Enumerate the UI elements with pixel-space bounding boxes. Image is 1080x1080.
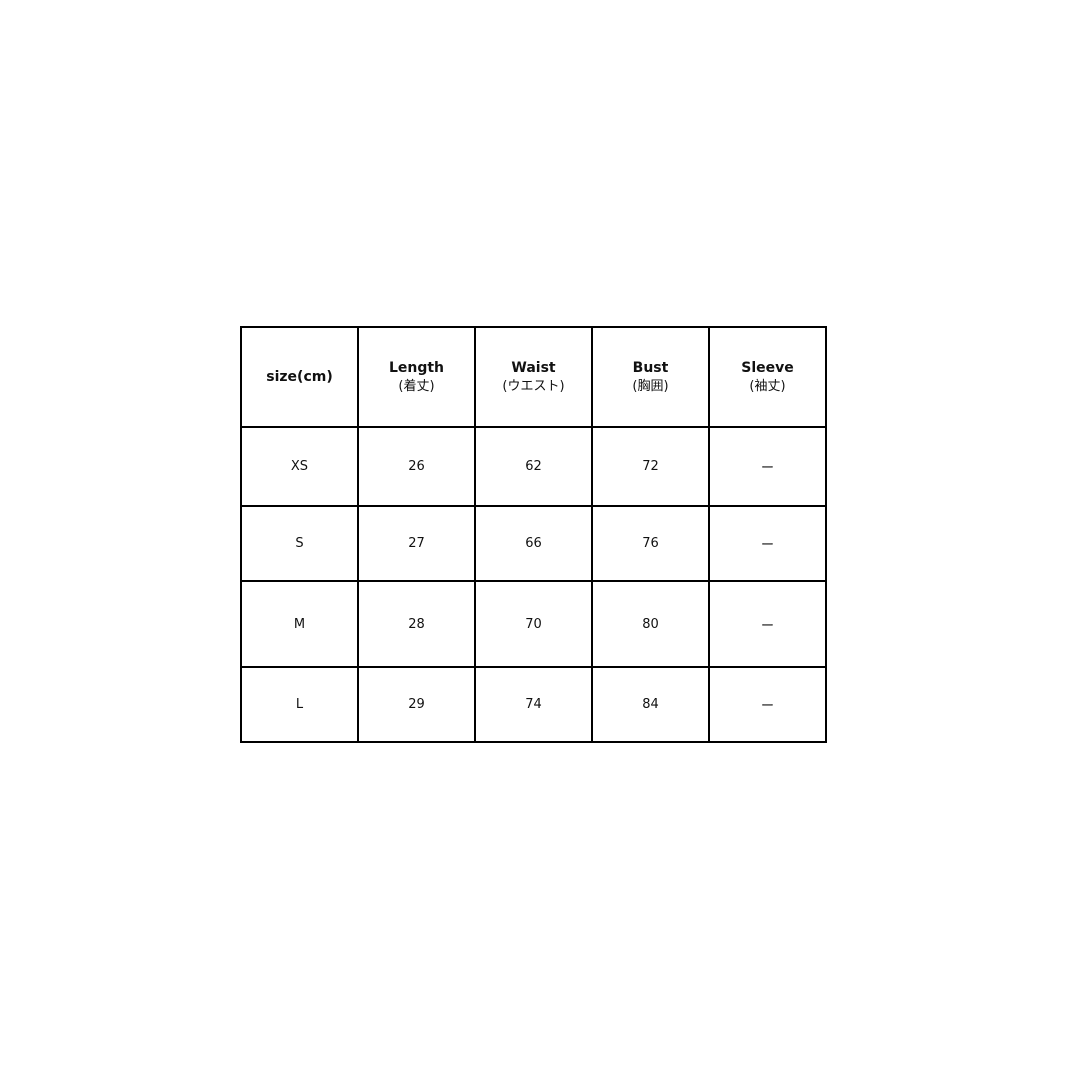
sleeve-cell: ー — [708, 666, 827, 743]
size-cell: XS — [240, 426, 359, 507]
header-sublabel: (袖丈) — [749, 379, 786, 394]
length-cell: 26 — [357, 426, 476, 507]
header-sublabel: (ウエスト) — [502, 379, 565, 394]
header-sublabel: (胸囲) — [632, 379, 669, 394]
header-sublabel: (着丈) — [398, 379, 435, 394]
length-cell: 29 — [357, 666, 476, 743]
sleeve-cell: ー — [708, 426, 827, 507]
header-label: Sleeve — [741, 360, 794, 376]
table-row: XS 26 62 72 ー — [240, 426, 827, 507]
table-row: M 28 70 80 ー — [240, 580, 827, 668]
sleeve-cell: ー — [708, 505, 827, 582]
header-cell-size: size(cm) — [240, 326, 359, 428]
size-cell: M — [240, 580, 359, 668]
bust-cell: 76 — [591, 505, 710, 582]
header-cell-length: Length (着丈) — [357, 326, 476, 428]
bust-cell: 72 — [591, 426, 710, 507]
size-chart-table: size(cm) Length (着丈) Waist (ウエスト) Bust (胸囲)… — [240, 326, 827, 743]
header-cell-bust: Bust (胸囲) — [591, 326, 710, 428]
length-cell: 27 — [357, 505, 476, 582]
header-label: size(cm) — [266, 369, 333, 385]
header-cell-waist: Waist (ウエスト) — [474, 326, 593, 428]
waist-cell: 70 — [474, 580, 593, 668]
waist-cell: 74 — [474, 666, 593, 743]
bust-cell: 84 — [591, 666, 710, 743]
header-cell-sleeve: Sleeve (袖丈) — [708, 326, 827, 428]
table-row: L 29 74 84 ー — [240, 666, 827, 743]
waist-cell: 66 — [474, 505, 593, 582]
waist-cell: 62 — [474, 426, 593, 507]
header-row: size(cm) Length (着丈) Waist (ウエスト) Bust (胸囲)… — [240, 326, 827, 428]
header-label: Waist — [511, 360, 556, 376]
table-row: S 27 66 76 ー — [240, 505, 827, 582]
length-cell: 28 — [357, 580, 476, 668]
header-label: Length — [388, 360, 445, 376]
sleeve-cell: ー — [708, 580, 827, 668]
header-label: Bust — [632, 360, 669, 376]
size-cell: L — [240, 666, 359, 743]
bust-cell: 80 — [591, 580, 710, 668]
size-cell: S — [240, 505, 359, 582]
